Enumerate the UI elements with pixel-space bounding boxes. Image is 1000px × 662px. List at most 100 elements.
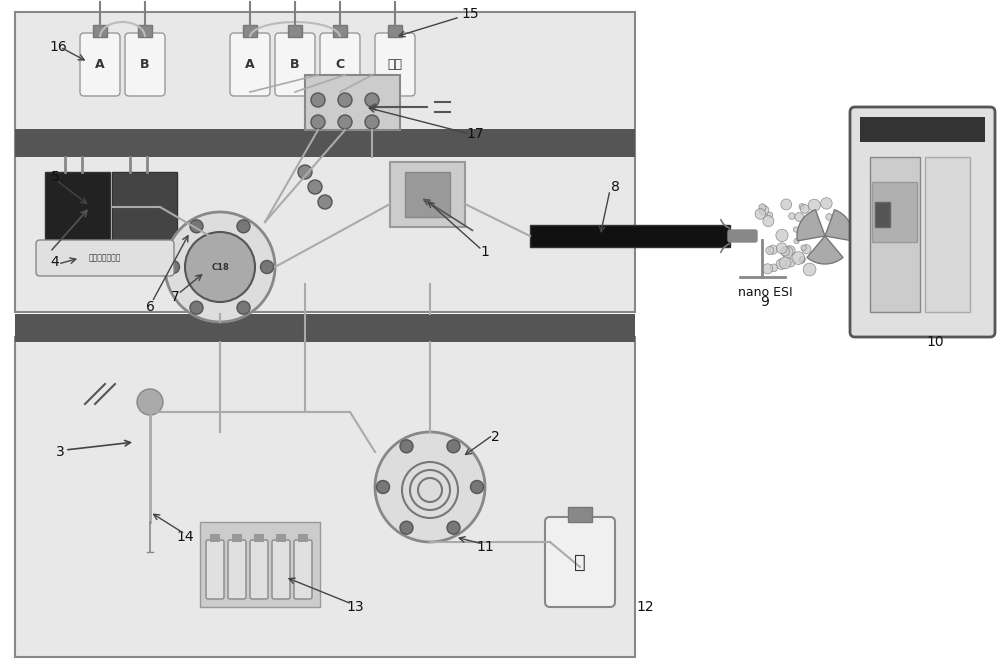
Circle shape (792, 252, 805, 264)
Circle shape (770, 264, 778, 271)
FancyBboxPatch shape (36, 240, 174, 276)
Circle shape (318, 195, 332, 209)
Bar (112, 172, 177, 242)
Bar (870, 157, 920, 312)
Circle shape (759, 205, 769, 215)
Wedge shape (797, 210, 825, 241)
Circle shape (298, 165, 312, 179)
FancyBboxPatch shape (275, 33, 315, 96)
Text: 4: 4 (51, 255, 59, 269)
Bar (530, 225, 730, 247)
Circle shape (766, 246, 774, 254)
FancyBboxPatch shape (728, 230, 757, 242)
Circle shape (779, 257, 791, 269)
FancyBboxPatch shape (272, 540, 290, 599)
Wedge shape (825, 210, 853, 241)
Circle shape (260, 261, 274, 273)
FancyBboxPatch shape (80, 33, 120, 96)
Circle shape (185, 232, 255, 302)
Circle shape (785, 246, 795, 256)
Circle shape (470, 481, 483, 493)
Bar (875, 202, 890, 227)
Circle shape (776, 243, 787, 254)
Text: 8: 8 (611, 180, 619, 194)
Circle shape (338, 93, 352, 107)
Circle shape (794, 238, 799, 244)
Circle shape (400, 440, 413, 453)
Bar (390, 162, 465, 227)
Text: 14: 14 (176, 530, 194, 544)
Text: 洗针: 洗针 (388, 58, 402, 71)
Bar (872, 182, 917, 242)
Circle shape (768, 245, 777, 254)
Bar (860, 117, 985, 142)
Circle shape (786, 258, 795, 267)
FancyBboxPatch shape (320, 33, 360, 96)
Bar (243, 25, 257, 37)
FancyBboxPatch shape (230, 33, 270, 96)
Text: C: C (335, 58, 345, 71)
Circle shape (190, 301, 203, 314)
Circle shape (793, 227, 799, 232)
Text: 13: 13 (346, 600, 364, 614)
Bar (200, 522, 320, 607)
Bar (333, 25, 347, 37)
Text: 5: 5 (51, 170, 59, 184)
Bar (15, 314, 635, 342)
Circle shape (447, 521, 460, 534)
FancyBboxPatch shape (228, 540, 246, 599)
Circle shape (800, 205, 809, 213)
Circle shape (776, 229, 788, 242)
Text: 15: 15 (461, 7, 479, 21)
Circle shape (375, 432, 485, 542)
Text: 3: 3 (56, 445, 64, 459)
Bar (288, 25, 302, 37)
Circle shape (365, 93, 379, 107)
Bar (138, 25, 152, 37)
Circle shape (799, 257, 805, 263)
Circle shape (237, 301, 250, 314)
Bar (254, 534, 264, 542)
Circle shape (137, 389, 163, 415)
Bar (925, 157, 970, 312)
Circle shape (759, 204, 766, 211)
Text: 10: 10 (926, 335, 944, 349)
Circle shape (826, 214, 832, 220)
Circle shape (311, 115, 325, 129)
Circle shape (237, 220, 250, 233)
Bar (305, 75, 400, 130)
Bar (298, 534, 308, 542)
Text: nano ESI: nano ESI (738, 285, 792, 299)
Bar (93, 25, 107, 37)
Circle shape (338, 115, 352, 129)
Circle shape (376, 481, 390, 493)
Circle shape (808, 214, 814, 220)
Circle shape (821, 198, 832, 209)
Text: A: A (95, 58, 105, 71)
Circle shape (799, 204, 805, 209)
Circle shape (400, 521, 413, 534)
Text: C18: C18 (211, 263, 229, 271)
Text: 17: 17 (466, 127, 484, 141)
Circle shape (776, 259, 787, 269)
Circle shape (781, 199, 792, 210)
Circle shape (801, 245, 806, 251)
Circle shape (781, 246, 793, 258)
Bar (232, 534, 242, 542)
Bar (405, 172, 450, 217)
Circle shape (311, 93, 325, 107)
FancyBboxPatch shape (15, 12, 635, 312)
FancyBboxPatch shape (15, 337, 635, 657)
Circle shape (803, 263, 816, 276)
Text: 6: 6 (146, 300, 154, 314)
Circle shape (763, 216, 774, 226)
Text: 12: 12 (636, 600, 654, 614)
Text: 9: 9 (761, 295, 769, 309)
Text: 16: 16 (49, 40, 67, 54)
Bar (45, 172, 110, 242)
Text: 磷酸化肽捕获柱: 磷酸化肽捕获柱 (89, 254, 121, 263)
Circle shape (165, 212, 275, 322)
Circle shape (755, 209, 766, 219)
Circle shape (808, 199, 820, 211)
FancyBboxPatch shape (206, 540, 224, 599)
